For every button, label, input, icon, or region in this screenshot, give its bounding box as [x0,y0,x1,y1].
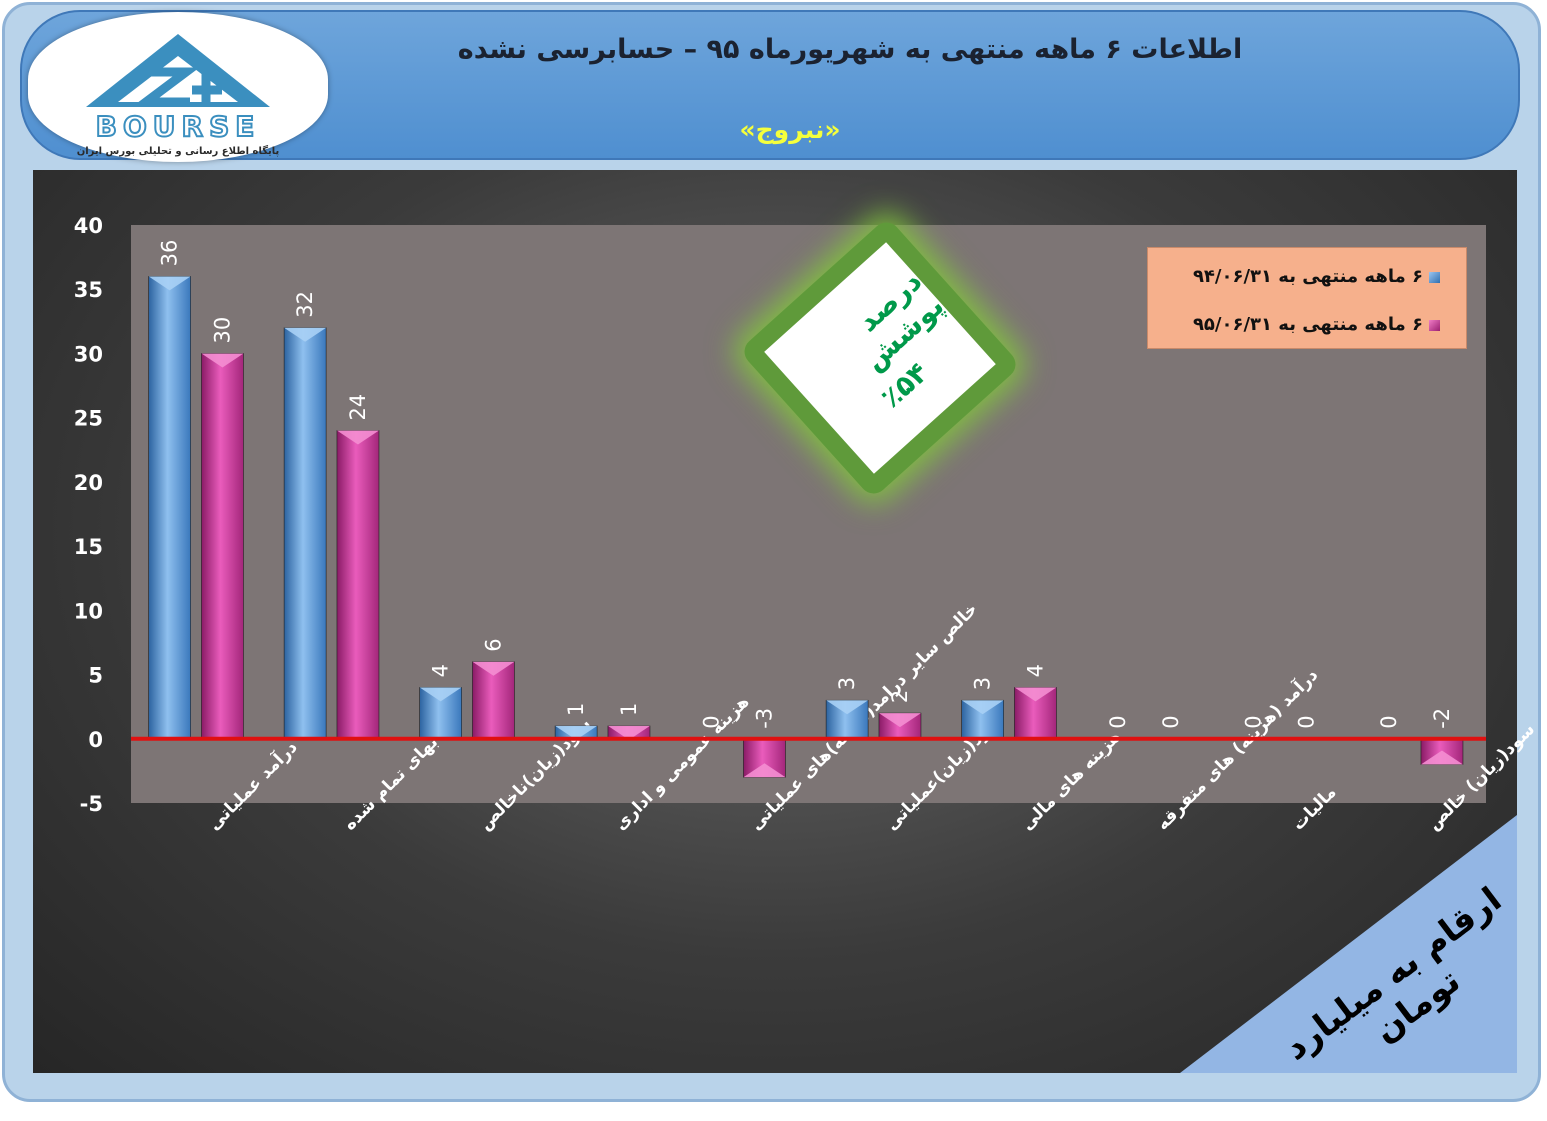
y-tick-label: 15 [74,535,103,559]
bar-cap-series-2 [472,661,515,676]
bar-cap-series-2 [1420,750,1463,765]
data-label-series-1: 1 [564,703,588,716]
data-label-series-2: 24 [346,394,370,421]
x-category-label: سود(زیان) خالص [1424,719,1539,834]
bar-cap-series-1 [961,700,1004,715]
bar-series-1 [283,327,327,740]
page-title: اطلاعات ۶ ماهه منتهی به شهریورماه ۹۵ – ح… [457,34,1243,65]
bar-cap-series-2 [607,725,650,740]
bourse-logo: BOURSE پایگاه اطلاع رسانی و تحلیلی بورس … [28,12,328,162]
company-name: «نبروج» [739,115,841,144]
coverage-label: درصد پوشش [851,264,950,377]
data-label-series-2: 6 [481,638,505,651]
bar-cap-series-2 [201,353,244,368]
data-label-series-2: -2 [1430,708,1454,729]
data-label-series-1: 0 [1377,715,1401,728]
data-label-series-2: 30 [210,317,234,344]
bar-cap-series-2 [1014,687,1057,702]
y-tick-label: 20 [74,471,103,495]
y-tick-label: 5 [88,664,103,688]
y-tick-label: -5 [80,792,103,816]
bar-cap-series-1 [826,700,869,715]
data-label-series-2: 1 [617,703,641,716]
data-label-series-1: 3 [835,677,859,690]
data-label-series-2: -3 [752,708,776,729]
bar-cap-series-2 [878,713,921,728]
logo-tagline: پایگاه اطلاع رسانی و تحلیلی بورس ایران [77,144,280,157]
bar-series-2 [336,430,380,740]
data-label-series-1: 0 [1106,715,1130,728]
data-label-series-2: 2 [888,690,912,703]
bar-cap-series-1 [284,327,327,342]
y-tick-label: 25 [74,407,103,431]
legend-label-series-1: ۶ ماهه منتهی به ۹۴/۰۶/۳۱ [1192,266,1423,287]
data-label-series-1: 36 [158,240,182,267]
y-tick-label: 40 [74,214,103,238]
bar-cap-series-2 [743,763,786,778]
logo-mark-icon: BOURSE پایگاه اطلاع رسانی و تحلیلی بورس … [77,34,280,157]
bar-series-2 [201,353,244,740]
data-label-series-1: 0 [1242,715,1266,728]
y-tick-label: 0 [88,728,103,752]
chart-legend: ۶ ماهه منتهی به ۹۴/۰۶/۳۱ ۶ ماهه منتهی به… [1147,247,1467,349]
data-label-series-1: 0 [700,715,724,728]
y-tick-label: 35 [74,278,103,302]
legend-label-series-2: ۶ ماهه منتهی به ۹۵/۰۶/۳۱ [1192,314,1423,335]
data-label-series-1: 4 [429,664,453,677]
x-category-label: درآمد عملیاتی [203,736,302,835]
data-label-series-1: 32 [293,291,317,318]
bar-cap-series-1 [555,725,598,740]
legend-item-series-2: ۶ ماهه منتهی به ۹۵/۰۶/۳۱ [1193,314,1440,335]
bar-cap-series-1 [148,276,191,291]
x-category-label: مالیات [1288,782,1340,834]
data-label-series-1: 3 [971,677,995,690]
legend-swatch-series-1 [1429,271,1440,283]
bar-cap-series-2 [336,430,379,445]
data-label-series-2: 4 [1023,664,1047,677]
logo-text: BOURSE [96,110,261,143]
data-label-series-2: 0 [1294,715,1318,728]
bar-series-1 [148,276,191,740]
legend-swatch-series-2 [1429,319,1440,331]
bar-cap-series-1 [419,687,462,702]
x-category-label: هزینه های مالی [1017,727,1125,835]
data-label-series-2: 0 [1159,715,1183,728]
x-category-label: درآمد (هزینه) های متفرقه [1151,664,1322,835]
x-category-label: بهای تمام شده [340,732,442,834]
y-tick-label: 30 [74,342,103,366]
legend-item-series-1: ۶ ماهه منتهی به ۹۴/۰۶/۳۱ [1193,266,1440,287]
y-tick-label: 10 [74,599,103,623]
